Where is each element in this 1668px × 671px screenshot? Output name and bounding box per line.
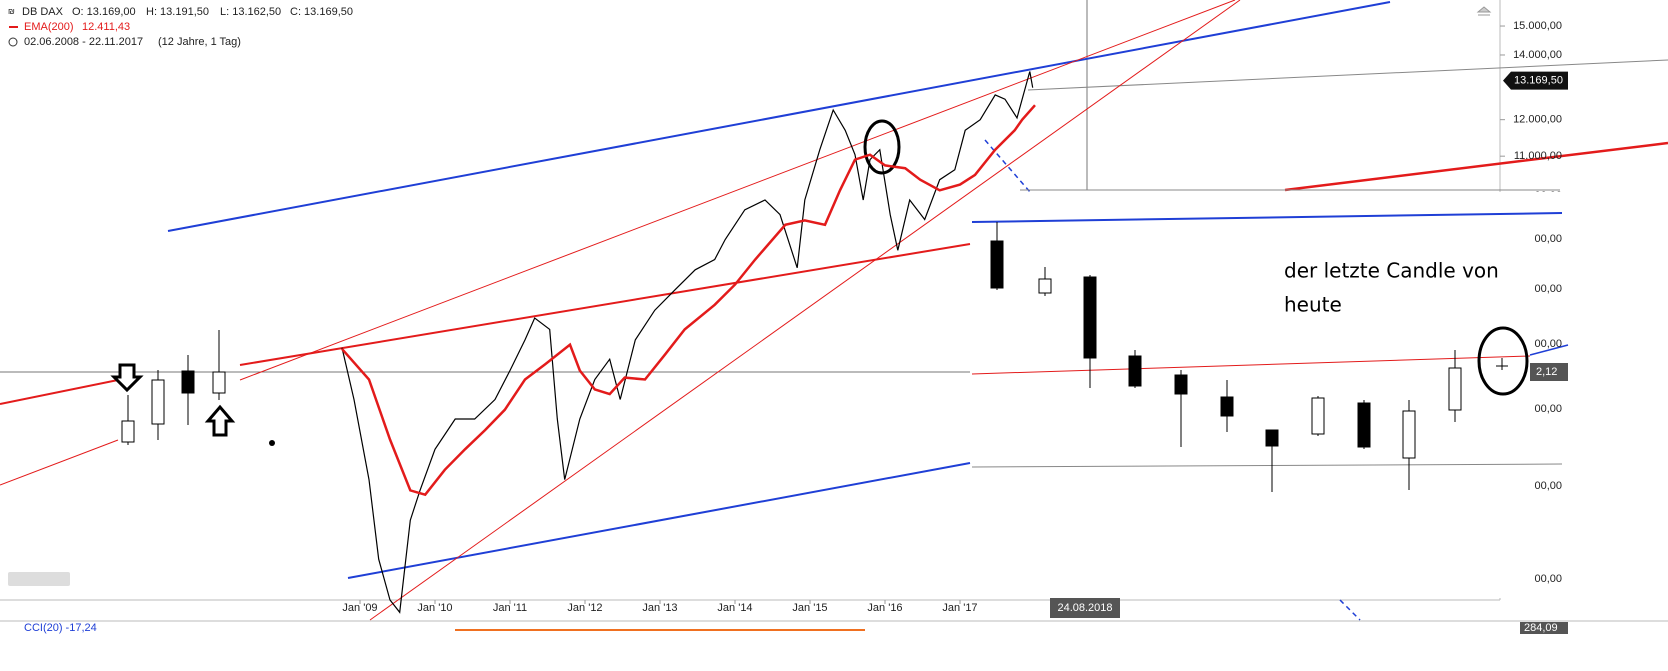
date-box [1050, 598, 1120, 618]
trend-line [1529, 344, 1569, 356]
cci-value: 284,09 [1524, 622, 1558, 634]
ohlc: L: 13.162,50 [220, 6, 281, 18]
period: (12 Jahre, 1 Tag) [158, 36, 241, 48]
trend-line [1284, 141, 1668, 192]
x-tick-label: Jan '09 [342, 602, 377, 614]
y-tick-label: 12.000,00 [1513, 114, 1562, 126]
ohlc: C: 13.169,50 [290, 6, 353, 18]
price-box [1530, 363, 1568, 381]
x-tick-label: Jan '11 [493, 602, 527, 614]
down-arrow [110, 363, 144, 393]
title: DB DAX [22, 6, 64, 18]
clock-icon [8, 37, 18, 47]
trend-line [971, 463, 1563, 468]
y-tick-label: 11.000,00 [1514, 150, 1562, 162]
cci-label: CCI(20) -17,24 [24, 622, 97, 634]
trend-line [971, 212, 1563, 223]
ohlc: O: 13.169,00 [72, 6, 136, 18]
trend-line [0, 379, 119, 405]
x-tick-label: Jan '16 [867, 602, 902, 614]
dot [269, 440, 275, 446]
x-tick-label: Jan '17 [942, 602, 977, 614]
inset-price: 2,12 [1536, 366, 1557, 378]
x-tick-label: Jan '15 [792, 602, 827, 614]
up-arrow [204, 404, 236, 437]
price-line [341, 104, 1036, 497]
mini-candles [121, 330, 226, 445]
price-label: 13.169,50 [1514, 75, 1563, 87]
y-tick-label: 15.000,00 [1513, 20, 1562, 32]
trend-line [1339, 599, 1361, 621]
trend-line [369, 0, 1241, 621]
icon: ₪ [8, 7, 15, 16]
toolbar[interactable] [8, 572, 70, 586]
trend-line [984, 139, 1031, 193]
inset-candles [990, 222, 1508, 492]
inset-y-tick-label: 00,00 [1534, 573, 1562, 585]
circle-marker [1477, 326, 1529, 396]
inset-background [972, 192, 1568, 598]
x-tick-label: Jan '10 [417, 602, 452, 614]
trend-lines [0, 0, 1668, 621]
date-label: 24.08.2018 [1057, 602, 1112, 614]
inset-y-tick-label: 00,00 [1534, 233, 1562, 245]
inset-y-tick-label: 00,00 [1534, 338, 1562, 350]
x-tick-label: Jan '14 [717, 602, 752, 614]
circle-marker [863, 119, 901, 175]
y-tick-label: 14.000,00 [1513, 49, 1562, 61]
cci-box [1520, 622, 1568, 634]
legend-label: EMA(200) [24, 21, 74, 33]
inset-panel: der letzte Candle von heute 2,12 [971, 189, 1569, 598]
trend-line [1027, 59, 1668, 91]
inset-y-tick-label: 00,00 [1534, 480, 1562, 492]
trend-line [239, 243, 971, 366]
price-line [341, 71, 1034, 614]
annotation: der letzte Candle von [1284, 259, 1499, 283]
trend-line [167, 1, 1391, 232]
scroll-icon[interactable] [1476, 6, 1492, 16]
price-box [1503, 71, 1568, 90]
x-tick-label: Jan '13 [642, 602, 677, 614]
inset-y-tick-label: 00,00 [1534, 403, 1562, 415]
trend-line [0, 439, 119, 486]
subtitle: 02.06.2008 - 22.11.2017 [24, 36, 143, 48]
x-tick-label: Jan '12 [567, 602, 602, 614]
trend-line [971, 355, 1531, 375]
ohlc: H: 13.191,50 [146, 6, 209, 18]
trend-line [347, 462, 971, 579]
annotation: heute [1284, 293, 1342, 317]
inset-y-tick-label: 00,00 [1534, 283, 1562, 295]
legend-value: 12.411,43 [82, 21, 130, 33]
trend-line [239, 0, 1236, 381]
